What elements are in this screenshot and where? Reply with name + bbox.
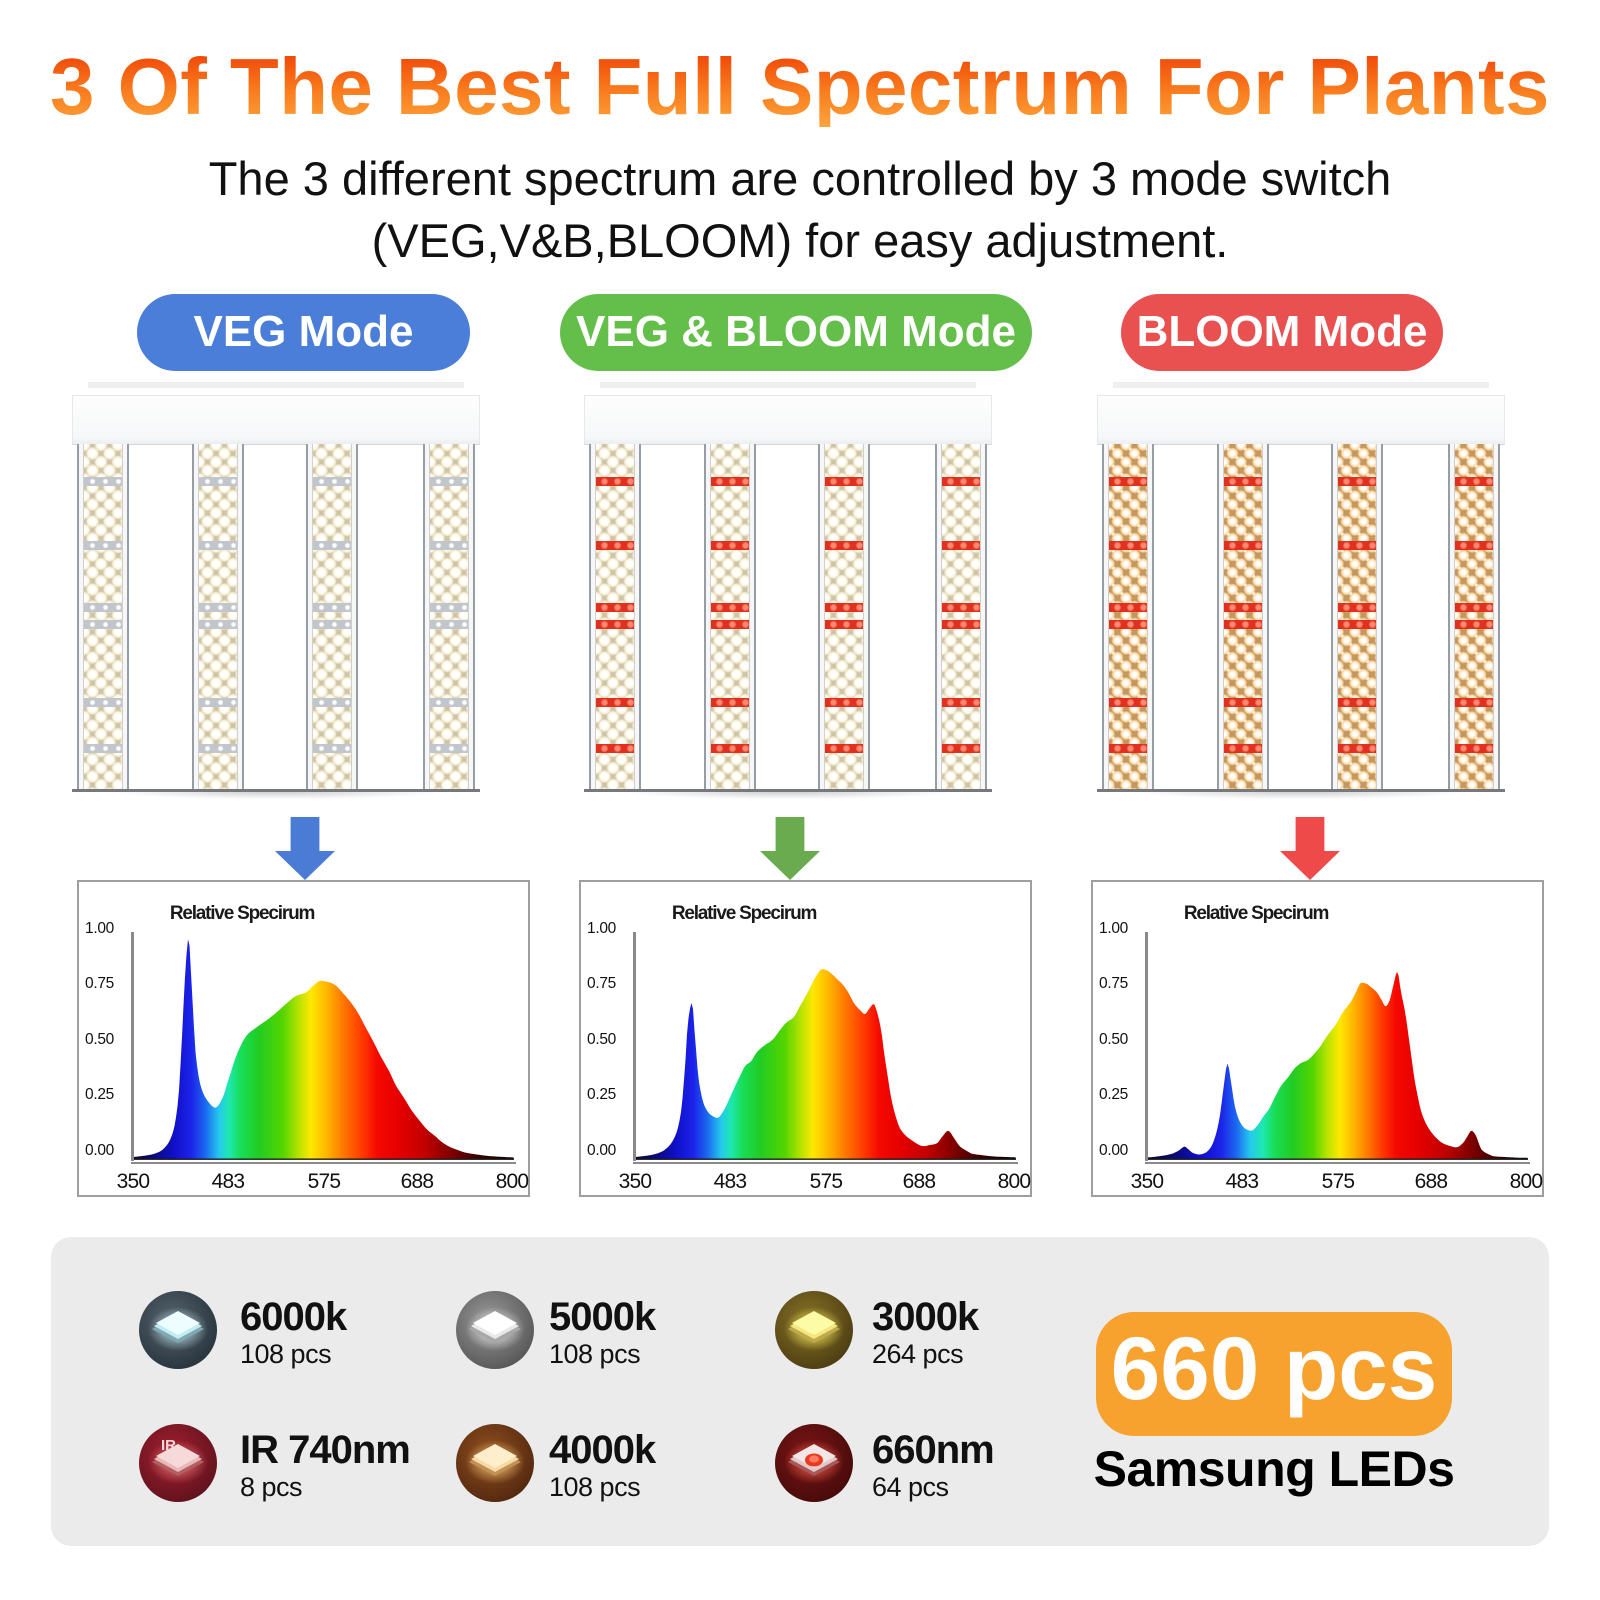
- svg-text:IR: IR: [161, 1437, 176, 1454]
